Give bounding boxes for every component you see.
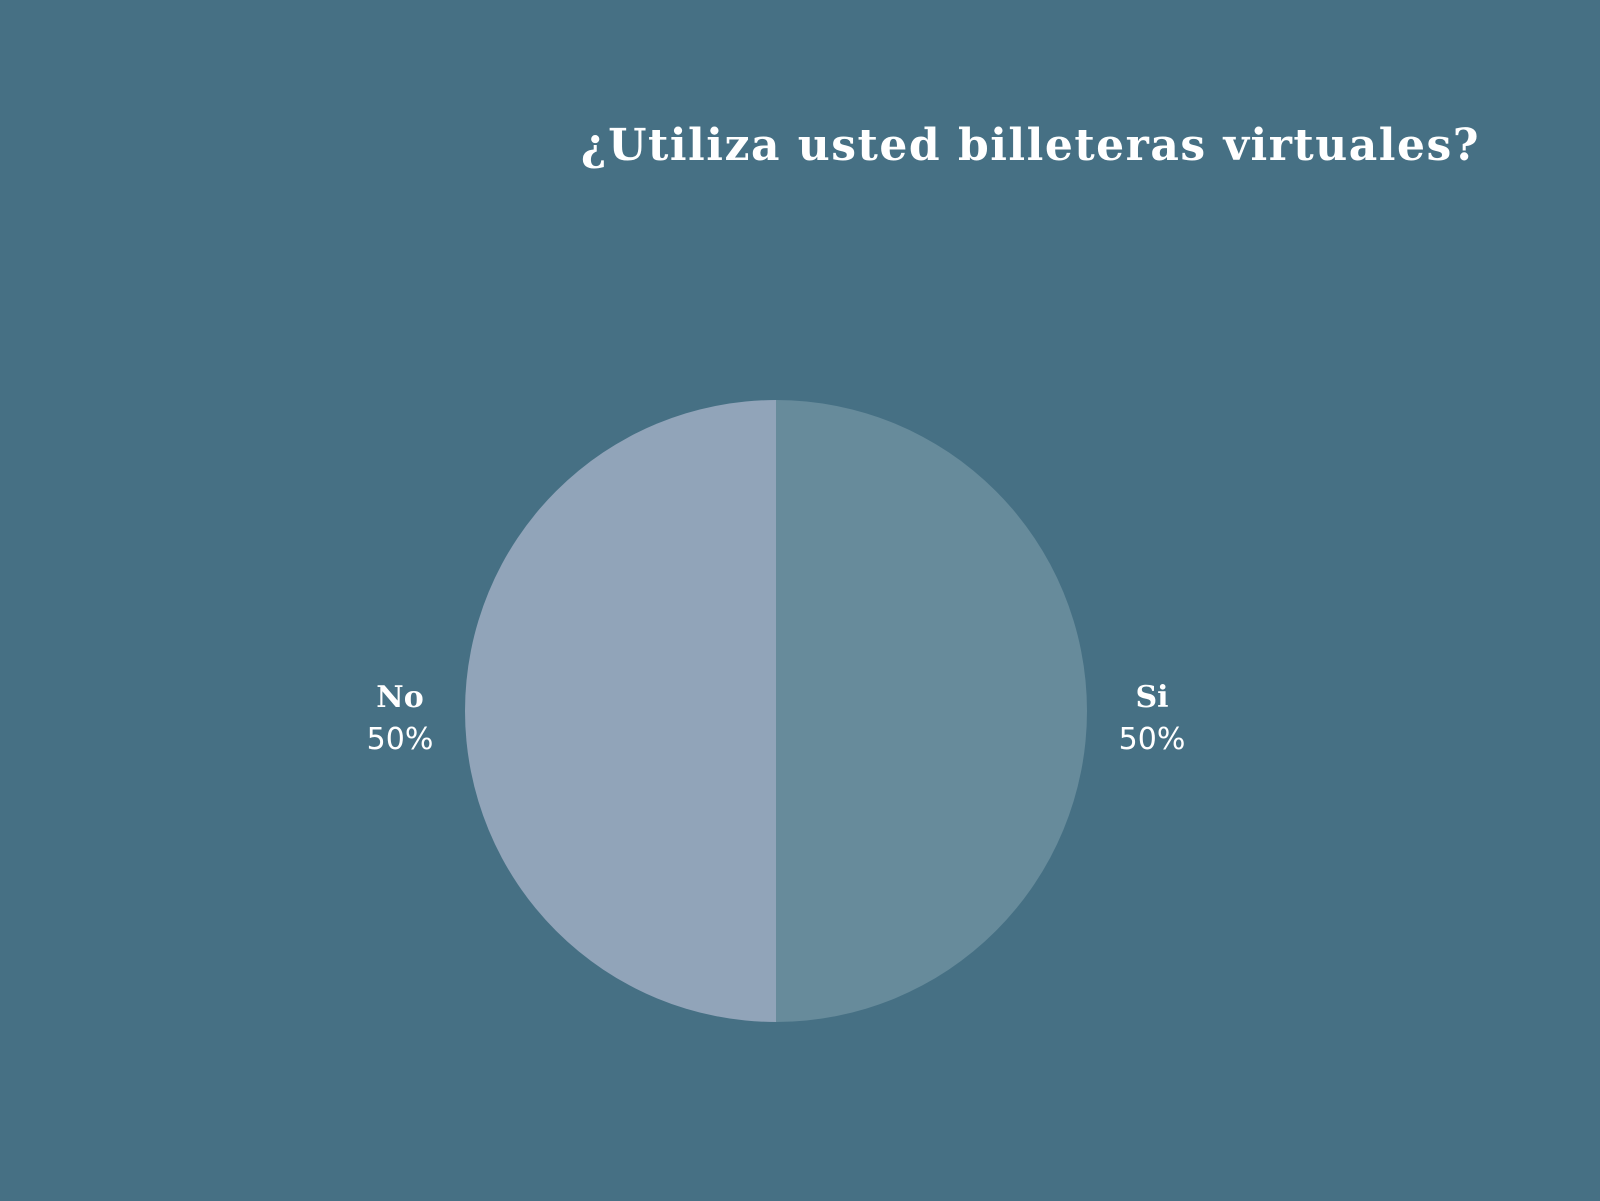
- pie-slice-no: [465, 400, 776, 1022]
- slice-percent-no: 50%: [367, 722, 434, 757]
- slice-label-si: Si: [1135, 680, 1168, 715]
- slice-label-no: No: [376, 680, 423, 715]
- pie-slices: [465, 400, 1087, 1022]
- pie-labels: Si 50% No 50%: [367, 680, 1186, 757]
- pie-slice-si: [776, 400, 1087, 1022]
- chart-title: ¿Utiliza usted billeteras virtuales?: [581, 120, 1480, 171]
- slice-percent-si: 50%: [1119, 722, 1186, 757]
